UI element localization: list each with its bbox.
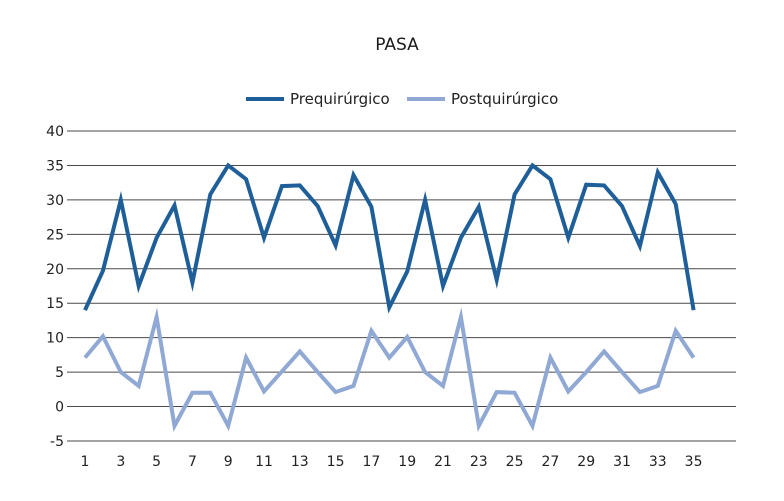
series-line-postquirurgico (83, 307, 696, 433)
x-tick-label: 25 (506, 454, 524, 470)
x-tick-label: 35 (685, 454, 703, 470)
x-tick-label: 7 (188, 454, 197, 470)
x-tick-label: 5 (152, 454, 161, 470)
x-tick-label: 9 (224, 454, 233, 470)
legend: Prequirúrgico Postquirúrgico (246, 90, 558, 108)
y-tick-label: 30 (46, 193, 64, 209)
x-tick-label: 3 (116, 454, 125, 470)
y-axis: -5 0 5 10 15 20 25 30 35 40 (46, 124, 64, 450)
x-tick-label: 13 (291, 454, 309, 470)
y-tick-label: 40 (46, 124, 64, 140)
legend-label: Prequirúrgico (290, 90, 390, 108)
y-tick-label: -5 (50, 434, 64, 450)
x-tick-label: 29 (577, 454, 595, 470)
grid-lines (67, 130, 736, 442)
x-tick-label: 27 (541, 454, 559, 470)
x-tick-label: 1 (81, 454, 90, 470)
y-tick-label: 35 (46, 158, 64, 174)
y-tick-label: 0 (55, 400, 64, 416)
x-tick-label: 21 (434, 454, 452, 470)
x-tick-label: 17 (362, 454, 380, 470)
x-tick-label: 15 (327, 454, 345, 470)
x-tick-label: 23 (470, 454, 488, 470)
x-axis: 1 3 5 7 9 11 13 15 17 19 21 23 25 27 29 31 33 35 (81, 454, 703, 470)
y-tick-label: 25 (46, 227, 64, 243)
chart-title: PASA (375, 35, 419, 55)
series (83, 162, 696, 433)
y-tick-label: 20 (46, 262, 64, 278)
x-tick-label: 19 (398, 454, 416, 470)
y-tick-label: 5 (55, 365, 64, 381)
y-tick-label: 10 (46, 331, 64, 347)
legend-label: Postquirúrgico (451, 90, 558, 108)
y-tick-label: 15 (46, 296, 64, 312)
x-tick-label: 31 (613, 454, 631, 470)
x-tick-label: 11 (255, 454, 273, 470)
series-line-prequirurgico (83, 162, 696, 314)
x-tick-label: 33 (649, 454, 667, 470)
